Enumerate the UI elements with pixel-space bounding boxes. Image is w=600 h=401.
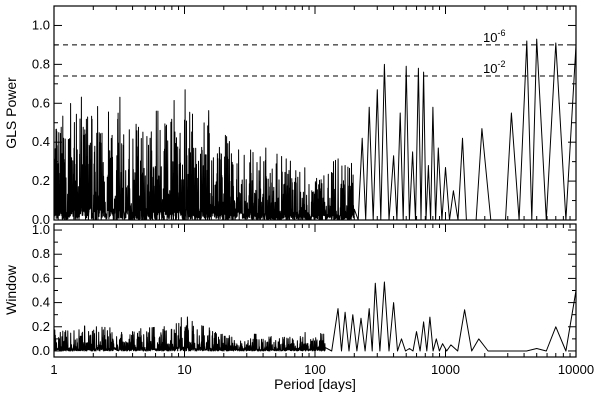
x-tick-label: 10 <box>177 362 191 377</box>
gls-y-axis-label: GLS Power <box>3 77 19 149</box>
y-tick-label: 0.2 <box>32 173 50 188</box>
fap-label-0: 10-6 <box>483 28 505 45</box>
fap-label-base: 10 <box>483 30 497 45</box>
y-tick-label: 0.6 <box>32 95 50 110</box>
y-tick-label: 1.0 <box>32 222 50 237</box>
y-tick-label: 0.8 <box>32 56 50 71</box>
window-frame <box>53 223 577 358</box>
y-tick-label: 0.2 <box>32 319 50 334</box>
window-axis-ticks <box>53 224 576 357</box>
window-y-tick-labels: 0.0 0.2 0.4 0.6 0.8 1.0 <box>32 222 50 358</box>
gls-curve-path <box>53 38 577 221</box>
gls-power-frame <box>53 5 577 221</box>
y-tick-label: 0.8 <box>32 246 50 261</box>
fap-label-1: 10-2 <box>483 59 505 76</box>
window-panel: 0.0 0.2 0.4 0.6 0.8 1.0 1 10 100 1000 10000 Windo… <box>3 222 594 392</box>
y-tick-label: 0.0 <box>32 343 50 358</box>
gls-power-curve <box>53 38 577 221</box>
window-y-axis-label: Window <box>3 264 19 315</box>
x-tick-label: 10000 <box>558 362 594 377</box>
fap-threshold-lines: 10-610-2 <box>54 28 576 77</box>
x-tick-label: 1 <box>50 362 57 377</box>
y-tick-label: 1.0 <box>32 17 50 32</box>
y-tick-label: 0.4 <box>32 134 50 149</box>
fap-label-exponent: -2 <box>497 59 505 69</box>
period-x-tick-labels: 1 10 100 1000 10000 <box>50 362 594 377</box>
y-tick-label: 0.0 <box>32 212 50 227</box>
gls-power-panel: 10-610-2 0.00.20.40.60.81.0 GLS Power <box>3 5 577 227</box>
window-function-curve <box>53 281 577 352</box>
x-tick-label: 1000 <box>431 362 460 377</box>
gls-y-tick-labels: 0.0 0.2 0.4 0.6 0.8 1.0 <box>32 17 50 227</box>
y-tick-label: 0.4 <box>32 295 50 310</box>
fap-label-base: 10 <box>483 61 497 76</box>
fap-label-exponent: -6 <box>497 28 505 38</box>
window-curve-path <box>53 281 577 352</box>
period-x-axis-label: Period [days] <box>274 376 356 392</box>
x-tick-label: 100 <box>304 362 326 377</box>
y-tick-label: 0.6 <box>32 270 50 285</box>
